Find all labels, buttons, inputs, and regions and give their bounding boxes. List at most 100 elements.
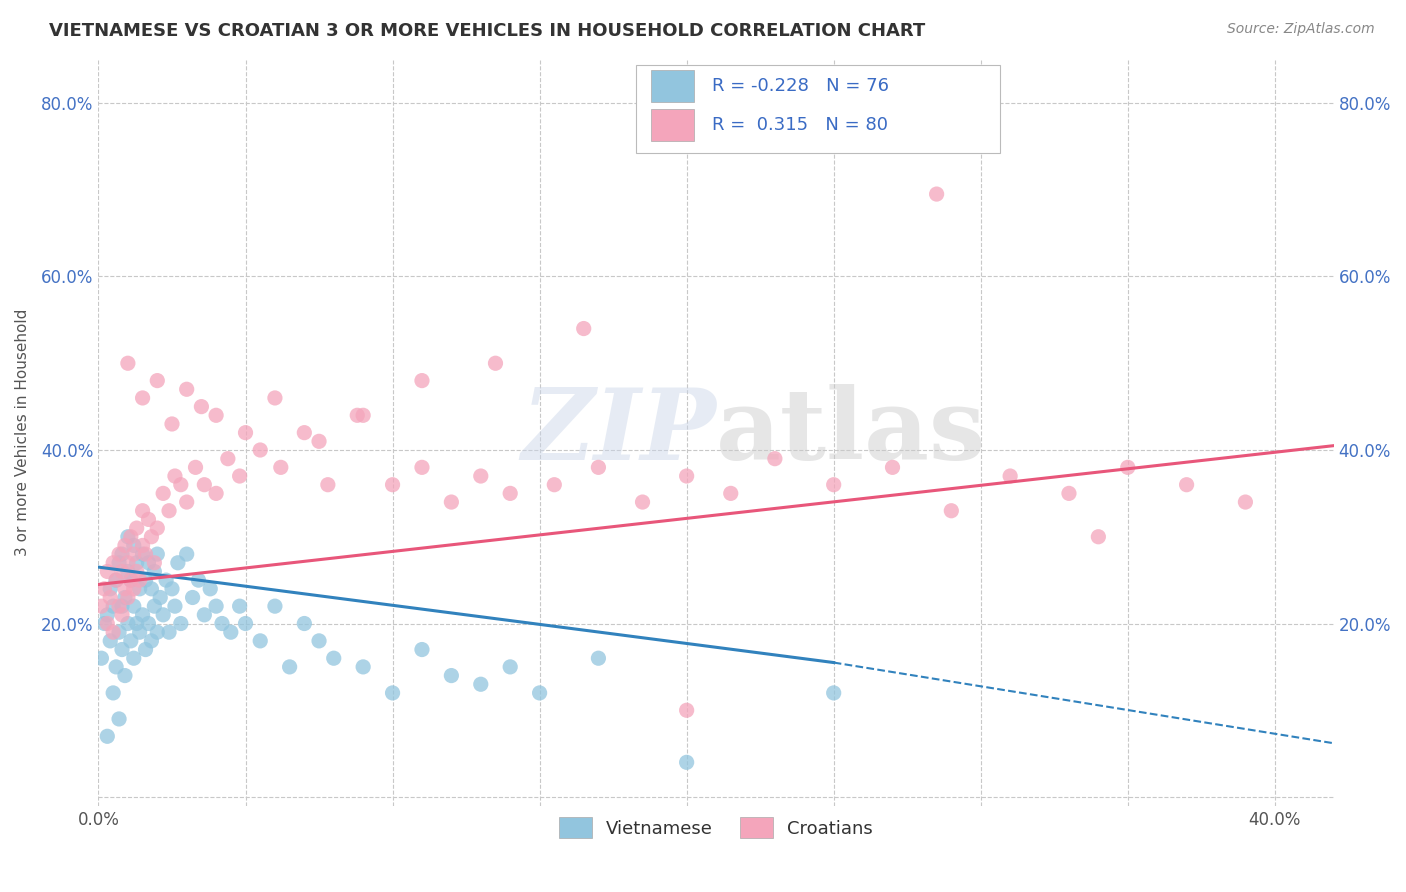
Point xyxy=(125,565,148,579)
Point xyxy=(411,642,433,657)
Point xyxy=(122,651,145,665)
Point xyxy=(440,668,463,682)
Point xyxy=(675,703,697,717)
Point xyxy=(228,469,250,483)
Point xyxy=(141,530,163,544)
Point xyxy=(122,582,145,596)
Point xyxy=(228,599,250,614)
Point xyxy=(163,599,186,614)
Point xyxy=(205,409,228,423)
Point xyxy=(160,582,183,596)
Point xyxy=(316,477,339,491)
Point xyxy=(101,686,124,700)
Point xyxy=(111,607,134,622)
Point xyxy=(181,591,204,605)
Text: Source: ZipAtlas.com: Source: ZipAtlas.com xyxy=(1227,22,1375,37)
Point xyxy=(131,547,153,561)
Point xyxy=(249,633,271,648)
Point xyxy=(170,477,193,491)
Y-axis label: 3 or more Vehicles in Household: 3 or more Vehicles in Household xyxy=(15,309,30,557)
Point xyxy=(1116,460,1139,475)
Text: R =  0.315   N = 80: R = 0.315 N = 80 xyxy=(713,116,889,134)
Point xyxy=(131,504,153,518)
Point xyxy=(125,521,148,535)
Point xyxy=(143,565,166,579)
Point xyxy=(543,477,565,491)
Point xyxy=(117,556,139,570)
Point xyxy=(138,512,160,526)
Point xyxy=(105,573,128,587)
Point xyxy=(184,460,207,475)
Point xyxy=(117,591,139,605)
Point xyxy=(108,547,131,561)
Point xyxy=(176,547,198,561)
Point xyxy=(264,391,287,405)
Point xyxy=(98,582,121,596)
Point xyxy=(193,477,215,491)
FancyBboxPatch shape xyxy=(636,65,1000,153)
Point xyxy=(114,591,136,605)
Point xyxy=(163,469,186,483)
Point xyxy=(111,642,134,657)
Point xyxy=(146,521,169,535)
Point xyxy=(440,495,463,509)
Point xyxy=(998,469,1021,483)
Point xyxy=(143,556,166,570)
Point xyxy=(235,425,257,440)
Point xyxy=(105,573,128,587)
Point xyxy=(264,599,287,614)
Point xyxy=(146,374,169,388)
Point xyxy=(120,573,142,587)
Point xyxy=(146,547,169,561)
Point xyxy=(187,573,209,587)
Point xyxy=(170,616,193,631)
Point xyxy=(128,625,150,640)
Point xyxy=(588,460,610,475)
Point xyxy=(135,642,157,657)
Point xyxy=(114,668,136,682)
Point xyxy=(631,495,654,509)
Point xyxy=(381,686,404,700)
Point xyxy=(108,599,131,614)
Point xyxy=(176,382,198,396)
Point xyxy=(117,356,139,370)
Point xyxy=(219,625,242,640)
Point xyxy=(152,486,174,500)
Point xyxy=(675,756,697,770)
Point xyxy=(411,460,433,475)
Point xyxy=(292,425,315,440)
Point xyxy=(131,538,153,552)
Text: atlas: atlas xyxy=(716,384,986,481)
Point xyxy=(205,599,228,614)
Point xyxy=(823,686,845,700)
Point xyxy=(411,374,433,388)
Point xyxy=(96,565,118,579)
Point xyxy=(1087,530,1109,544)
Point xyxy=(90,599,112,614)
Point xyxy=(122,599,145,614)
Point xyxy=(138,556,160,570)
Point xyxy=(925,187,948,202)
Point xyxy=(155,573,177,587)
Point xyxy=(157,504,180,518)
Point xyxy=(529,686,551,700)
Point xyxy=(1234,495,1257,509)
Point xyxy=(149,591,172,605)
Point xyxy=(122,547,145,561)
Point xyxy=(146,625,169,640)
Point xyxy=(125,556,148,570)
Point xyxy=(1057,486,1080,500)
Point xyxy=(211,616,233,631)
Point xyxy=(322,651,344,665)
Point xyxy=(117,530,139,544)
Point xyxy=(499,660,522,674)
Point xyxy=(823,477,845,491)
Point xyxy=(270,460,292,475)
Point xyxy=(96,616,118,631)
Point xyxy=(125,616,148,631)
Point xyxy=(117,565,139,579)
Point xyxy=(308,434,330,449)
Point xyxy=(96,729,118,743)
Point xyxy=(882,460,904,475)
Point xyxy=(217,451,239,466)
